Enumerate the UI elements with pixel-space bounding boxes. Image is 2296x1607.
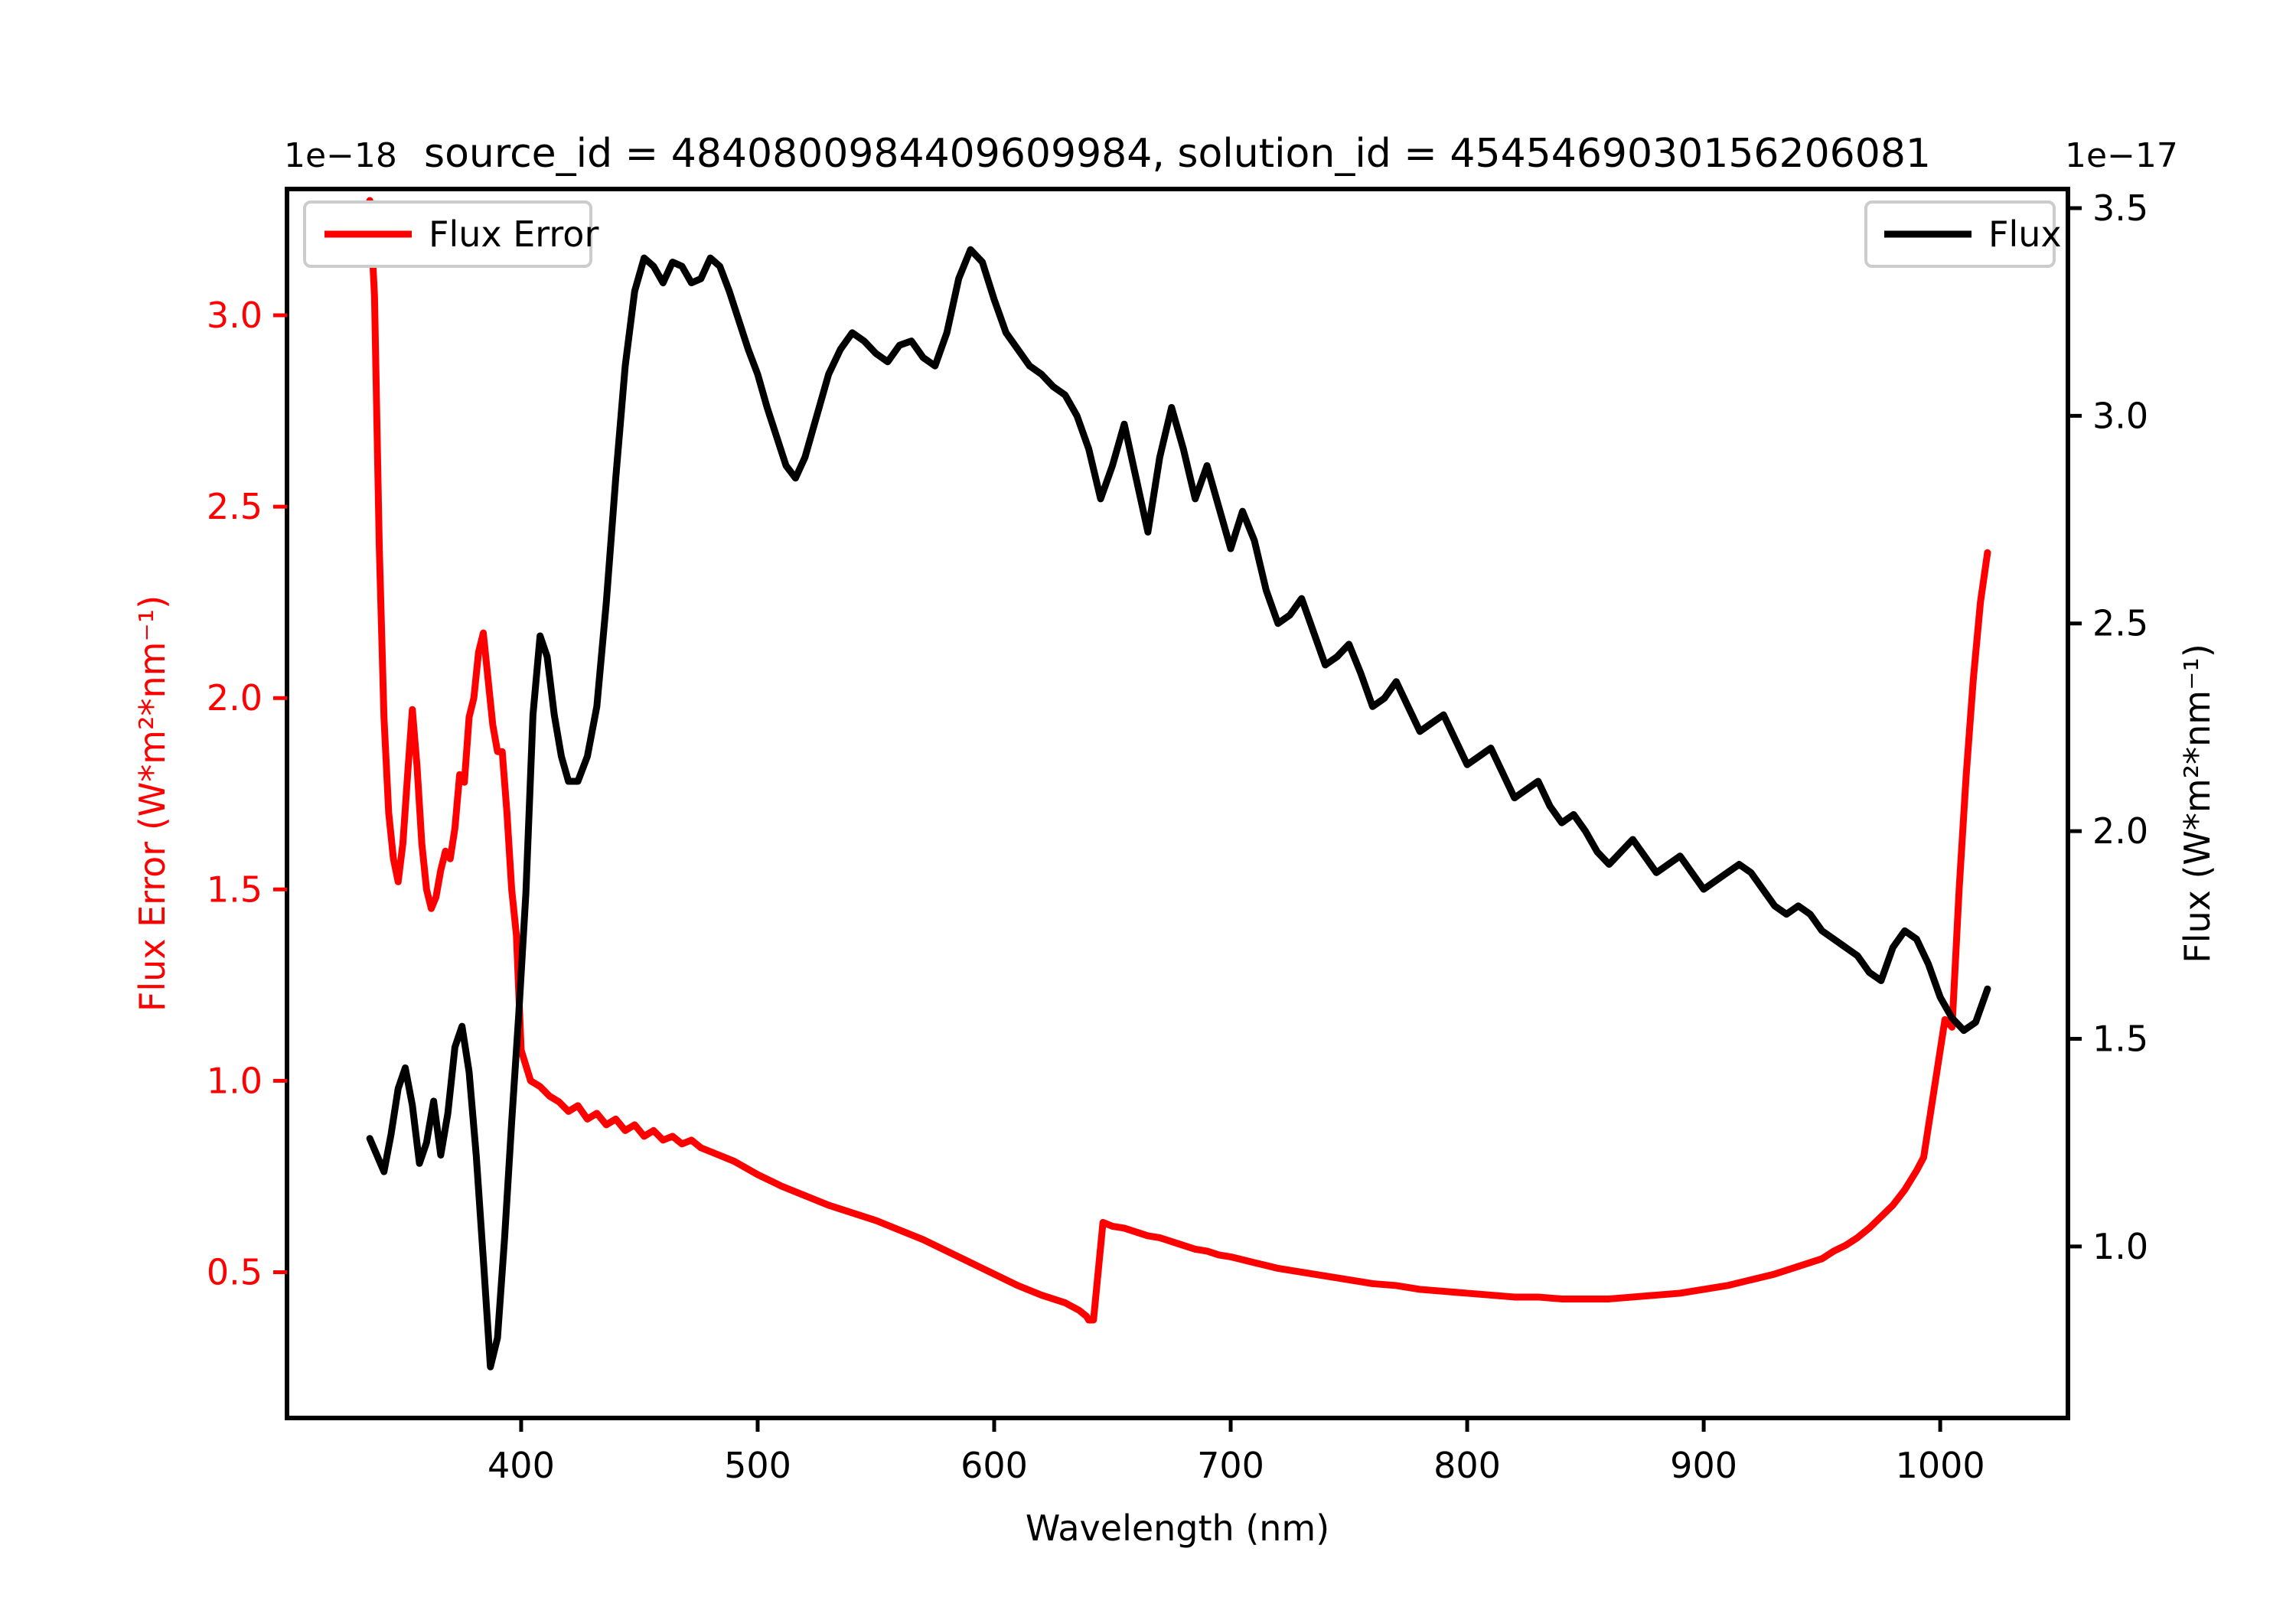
right-y-tick-label-2.0: 2.0 [2092,810,2148,852]
left-y-tick-label-2.0: 2.0 [207,677,263,719]
x-tick-label-400: 400 [488,1445,555,1486]
flux-error-legend[interactable]: Flux Error [303,200,598,268]
chart-title: source_id = 4840800984409609984, solutio… [424,131,1931,177]
left-axis-offset-text: 1e−18 [284,136,397,175]
right-y-tick-label-1.5: 1.5 [2092,1018,2148,1059]
x-tick-label-500: 500 [724,1445,791,1486]
flux-legend-label: Flux [1988,214,2062,255]
x-tick-label-1000: 1000 [1896,1445,1985,1486]
right-y-tick-label-1.0: 1.0 [2092,1226,2148,1267]
flux-legend[interactable]: Flux [1864,200,2062,268]
data-curve-flux-error [366,197,1991,1324]
left-y-tick-label-1.5: 1.5 [207,869,263,910]
right-y-axis-label: Flux (W*m²*nm⁻¹) [2177,644,2218,963]
left-y-tick-label-0.5: 0.5 [207,1251,263,1292]
x-tick-label-800: 800 [1433,1445,1501,1486]
right-y-tick-label-2.5: 2.5 [2092,603,2148,644]
x-tick-label-900: 900 [1670,1445,1737,1486]
left-y-axis-label: Flux Error (W*m²*nm⁻¹) [132,595,173,1012]
right-axis-offset-text: 1e−17 [2065,136,2178,175]
right-y-tick-label-3.5: 3.5 [2092,187,2148,229]
flux-error-legend-box [303,200,592,268]
flux-error-legend-label: Flux Error [429,214,598,255]
x-tick-label-600: 600 [960,1445,1028,1486]
data-curve-flux [366,246,1991,1371]
left-y-tick-label-3.0: 3.0 [207,295,263,336]
x-axis-label: Wavelength (nm) [1026,1508,1329,1549]
left-y-tick-label-1.0: 1.0 [207,1060,263,1101]
plot-axes-frame [285,187,2070,1420]
x-tick-label-700: 700 [1197,1445,1264,1486]
right-y-tick-label-3.0: 3.0 [2092,395,2148,436]
left-y-tick-label-2.5: 2.5 [207,486,263,527]
